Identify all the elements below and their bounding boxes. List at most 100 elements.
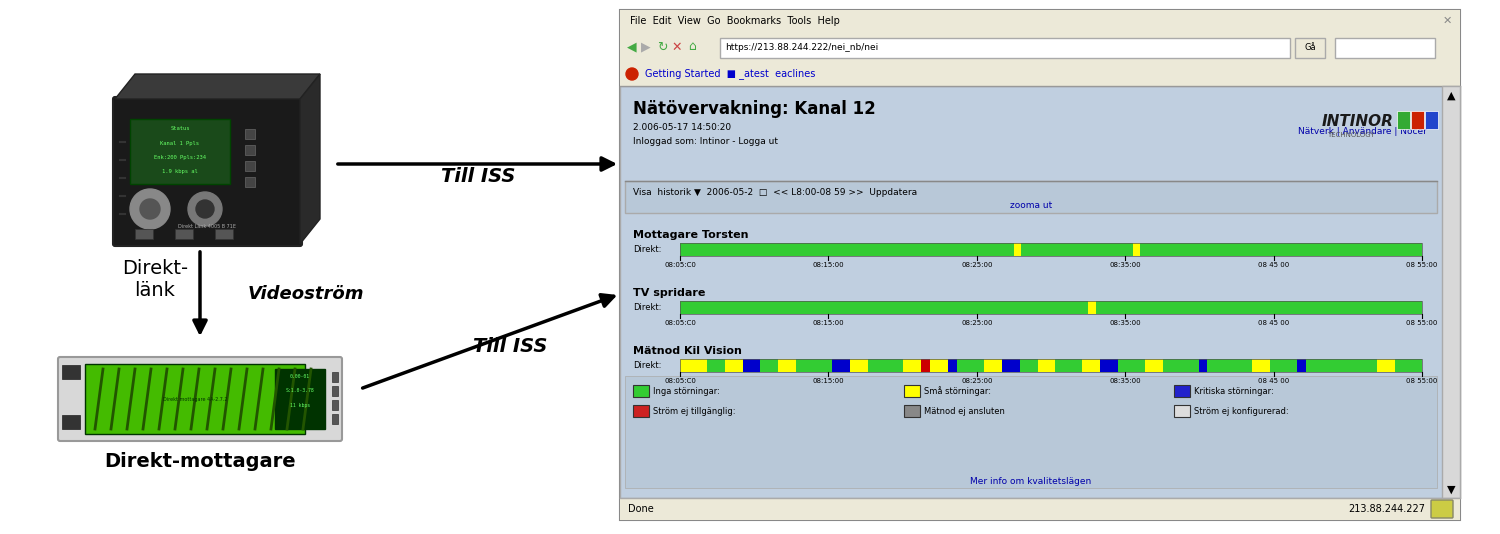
Bar [903, 405, 920, 417]
Text: Direkt:: Direkt: [633, 245, 662, 254]
FancyBboxPatch shape [112, 97, 302, 246]
Text: 08 55:00: 08 55:00 [1407, 378, 1437, 384]
Text: ✕: ✕ [1443, 16, 1452, 26]
Bar [626, 376, 1437, 488]
Bar [244, 177, 255, 187]
Bar [903, 385, 920, 397]
Bar [1306, 359, 1377, 372]
Text: Ström ej konfigurerad:: Ström ej konfigurerad: [1194, 406, 1288, 415]
Text: Gå: Gå [1304, 43, 1316, 52]
Bar [1395, 359, 1422, 372]
Bar [1014, 243, 1022, 256]
Text: 08:05:C0: 08:05:C0 [664, 320, 696, 326]
Bar [1140, 243, 1422, 256]
Text: Till ISS: Till ISS [441, 167, 515, 186]
Text: Mätnod Kil Vision: Mätnod Kil Vision [633, 346, 742, 356]
Bar [680, 359, 1422, 372]
Bar [921, 359, 930, 372]
Bar [1174, 405, 1191, 417]
Bar [626, 181, 1437, 213]
Text: 08:35:00: 08:35:00 [1110, 262, 1142, 268]
Bar [332, 386, 338, 396]
Bar [1083, 359, 1100, 372]
Bar [1252, 359, 1270, 372]
Text: 08 45 00: 08 45 00 [1258, 378, 1288, 384]
Bar [620, 62, 1460, 86]
Bar [1412, 111, 1424, 129]
Bar [1100, 359, 1118, 372]
Text: 213.88.244.227: 213.88.244.227 [1348, 504, 1425, 514]
Text: Nätövervakning: Kanal 12: Nätövervakning: Kanal 12 [633, 100, 876, 118]
Circle shape [140, 199, 160, 219]
Text: 08:35:00: 08:35:00 [1110, 320, 1142, 326]
Bar [620, 32, 1460, 62]
Text: Till ISS: Till ISS [472, 337, 548, 356]
Circle shape [196, 200, 214, 218]
Bar [1132, 243, 1140, 256]
Text: Inloggad som: Intinor - Logga ut: Inloggad som: Intinor - Logga ut [633, 137, 778, 145]
Bar [1298, 359, 1306, 372]
Text: Nätverk | Användare | Nocer: Nätverk | Användare | Nocer [1298, 127, 1426, 136]
Bar [176, 229, 194, 239]
Text: ✕: ✕ [672, 41, 682, 53]
Bar [680, 359, 1422, 372]
Text: Direkt:: Direkt: [633, 302, 662, 311]
Text: 08 45 00: 08 45 00 [1258, 262, 1288, 268]
Bar [760, 359, 778, 372]
Circle shape [626, 68, 638, 80]
Text: ▲: ▲ [1446, 91, 1455, 101]
Bar [244, 161, 255, 171]
Bar [680, 243, 1422, 256]
Bar [633, 385, 650, 397]
Bar [1022, 243, 1132, 256]
Bar [1038, 359, 1056, 372]
Text: S:1.0-3.78: S:1.0-3.78 [285, 389, 315, 394]
Text: 08 55:00: 08 55:00 [1407, 262, 1437, 268]
Bar [867, 359, 903, 372]
Bar [1174, 385, 1191, 397]
Bar [724, 359, 742, 372]
Text: 08:25:00: 08:25:00 [962, 320, 993, 326]
Bar [1377, 359, 1395, 372]
Bar [833, 359, 850, 372]
Bar [948, 359, 957, 372]
Bar [1118, 359, 1144, 372]
Bar [1020, 359, 1038, 372]
Bar [680, 301, 1422, 314]
Text: 11 kbps: 11 kbps [290, 403, 310, 407]
Bar [62, 415, 80, 429]
Text: Direkt Länk 4005 B 71E: Direkt Länk 4005 B 71E [178, 224, 237, 229]
Bar [1198, 359, 1208, 372]
Text: Direkt-mottagare: Direkt-mottagare [104, 452, 296, 471]
Text: 08 55:00: 08 55:00 [1407, 320, 1437, 326]
Text: ◀: ◀ [627, 41, 638, 53]
Bar [1088, 301, 1095, 314]
Text: Direkt mottagare 4A-2.7.2: Direkt mottagare 4A-2.7.2 [162, 397, 228, 402]
Text: Videoström: Videoström [248, 285, 364, 303]
Bar [332, 400, 338, 410]
Bar [930, 359, 948, 372]
Circle shape [130, 189, 170, 229]
Text: Inga störningar:: Inga störningar: [652, 387, 720, 396]
Bar [1335, 38, 1436, 58]
Bar [984, 359, 1002, 372]
Bar [680, 243, 1014, 256]
Text: INTINOR: INTINOR [1322, 114, 1394, 129]
Text: https://213.88.244.222/nei_nb/nei: https://213.88.244.222/nei_nb/nei [724, 43, 879, 52]
FancyBboxPatch shape [620, 10, 1460, 520]
Text: Direkt-
länk: Direkt- länk [122, 259, 188, 300]
Text: 08 45 00: 08 45 00 [1258, 320, 1288, 326]
Text: File  Edit  View  Go  Bookmarks  Tools  Help: File Edit View Go Bookmarks Tools Help [630, 16, 840, 26]
Text: 1.9 kbps al: 1.9 kbps al [162, 169, 198, 174]
Circle shape [188, 192, 222, 226]
Text: ▼: ▼ [1446, 485, 1455, 495]
Bar [1144, 359, 1162, 372]
Text: 08:35:00: 08:35:00 [1110, 378, 1142, 384]
Bar [214, 229, 232, 239]
Text: 08:15:00: 08:15:00 [813, 378, 844, 384]
Text: TECHNOLOGY: TECHNOLOGY [1328, 132, 1374, 138]
Text: ↻: ↻ [657, 41, 668, 53]
Text: Enk:200 Ppls:234: Enk:200 Ppls:234 [154, 154, 206, 160]
Bar [244, 129, 255, 139]
Bar [620, 498, 1460, 520]
